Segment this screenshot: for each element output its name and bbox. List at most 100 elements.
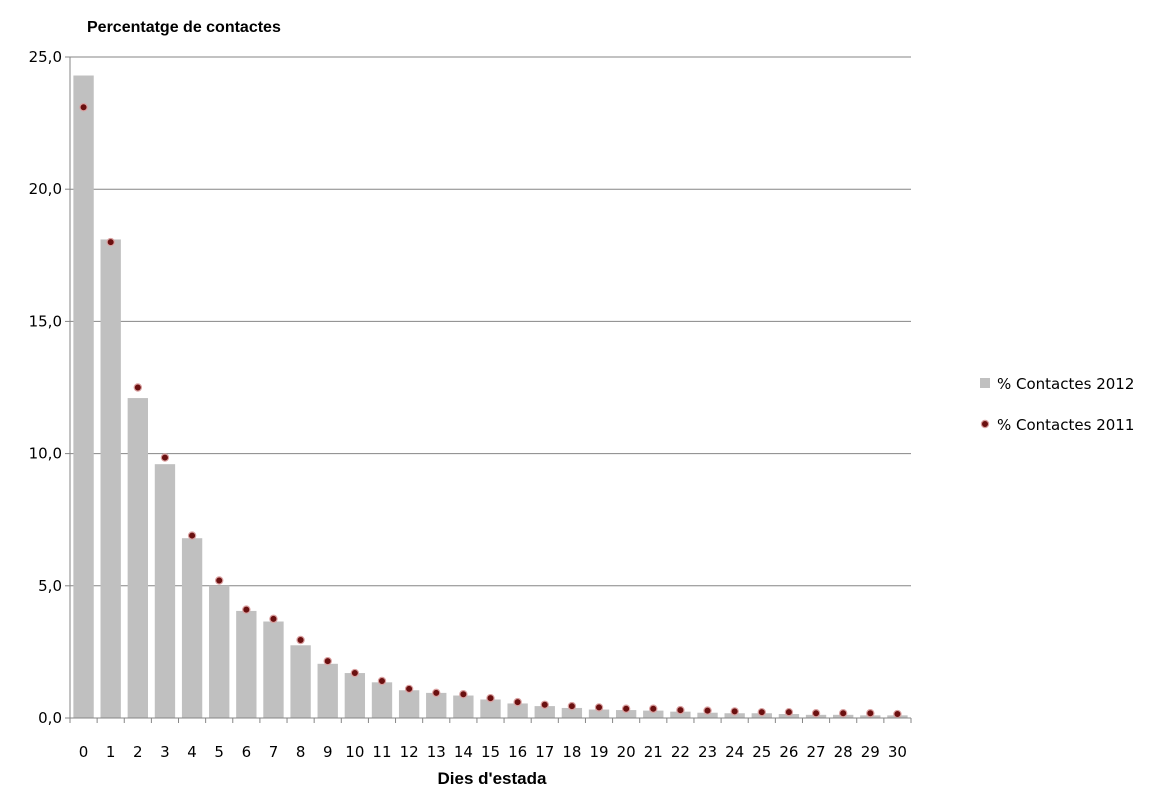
- bars-2012: [73, 75, 908, 719]
- marker-point: [513, 697, 522, 707]
- marker-point: [133, 383, 143, 392]
- x-tick-label: 13: [427, 743, 446, 761]
- bar: [670, 711, 691, 718]
- y-tick-label: 5,0: [38, 577, 62, 595]
- x-tick-label: 30: [888, 743, 907, 761]
- marker-point: [594, 703, 604, 712]
- marker-point: [893, 709, 902, 719]
- x-tick-label: 21: [644, 743, 663, 761]
- marker-point: [621, 704, 631, 713]
- marker-point: [784, 707, 794, 717]
- marker-point: [269, 614, 278, 624]
- bar: [371, 682, 393, 718]
- marker-point: [811, 709, 821, 718]
- x-axis-label: Dies d'estada: [438, 769, 547, 788]
- x-tick-label: 26: [779, 743, 798, 761]
- axes: [65, 56, 912, 723]
- x-tick-label: 11: [372, 743, 391, 761]
- x-tick-label: 19: [589, 743, 608, 761]
- bar: [398, 690, 420, 718]
- marker-point: [730, 707, 739, 716]
- legend-label-2012: % Contactes 2012: [997, 375, 1134, 393]
- x-tick-label: 22: [671, 743, 690, 761]
- bar: [209, 585, 230, 718]
- markers-2011: [79, 103, 902, 719]
- x-tick-label: 23: [698, 743, 717, 761]
- bar: [73, 75, 94, 719]
- x-tick-label: 14: [454, 743, 473, 761]
- marker-point: [649, 704, 658, 713]
- bar: [724, 713, 745, 718]
- marker-point: [377, 676, 387, 686]
- marker-point: [567, 701, 577, 711]
- x-tick-label: 1: [106, 743, 116, 761]
- y-tick-labels: 0,0 5,0 10,0 15,0 20,0 25,0: [29, 48, 62, 727]
- bar: [236, 610, 257, 718]
- marker-point: [160, 453, 170, 462]
- x-tick-label: 28: [834, 743, 853, 761]
- y-tick-label: 20,0: [29, 180, 62, 198]
- bar: [534, 706, 555, 718]
- marker-point: [459, 690, 468, 699]
- marker-point: [79, 103, 88, 112]
- marker-point: [404, 684, 414, 694]
- marker-point: [296, 635, 305, 645]
- bar: [263, 621, 284, 718]
- x-tick-label: 0: [79, 743, 89, 761]
- bar: [154, 464, 176, 718]
- marker-point: [215, 576, 224, 585]
- x-tick-labels: 0 1 2 3 4 5 6 7 8 9 10 11 12 13 14 15 16 17 18 19 20 21 22 23 24…: [79, 743, 907, 761]
- x-tick-label: 4: [187, 743, 197, 761]
- x-tick-label: 20: [617, 743, 636, 761]
- x-tick-label: 6: [242, 743, 252, 761]
- bar: [480, 699, 501, 718]
- legend-swatch-2012: [980, 378, 990, 388]
- marker-point: [676, 705, 685, 715]
- x-tick-label: 8: [296, 743, 306, 761]
- bar: [290, 645, 311, 718]
- marker-point: [703, 706, 712, 715]
- bar: [507, 703, 528, 718]
- bar: [697, 712, 718, 718]
- marker-point: [866, 709, 875, 718]
- y-tick-label: 25,0: [29, 48, 62, 66]
- marker-point: [432, 688, 441, 698]
- marker-point: [350, 668, 360, 678]
- x-tick-label: 15: [481, 743, 500, 761]
- marker-point: [323, 656, 332, 666]
- x-tick-label: 9: [323, 743, 333, 761]
- marker-point: [838, 709, 848, 718]
- bar: [643, 710, 664, 718]
- chart-title: Percentatge de contactes: [87, 19, 281, 36]
- bar: [615, 710, 637, 718]
- marker-point: [187, 531, 197, 540]
- gridlines: [70, 56, 911, 587]
- marker-point: [486, 693, 495, 703]
- marker-point: [757, 707, 766, 717]
- marker-point: [242, 605, 251, 614]
- x-tick-label: 24: [725, 743, 744, 761]
- bar: [588, 709, 610, 718]
- x-tick-label: 2: [133, 743, 143, 761]
- bar: [344, 673, 366, 718]
- x-tick-label: 25: [752, 743, 771, 761]
- x-tick-label: 12: [400, 743, 419, 761]
- legend-marker-2011: [980, 419, 990, 429]
- x-tick-label: 10: [345, 743, 364, 761]
- x-tick-label: 17: [535, 743, 554, 761]
- x-tick-label: 7: [269, 743, 279, 761]
- x-tick-label: 3: [160, 743, 170, 761]
- bar: [181, 538, 203, 718]
- y-tick-label: 15,0: [29, 312, 62, 330]
- x-tick-label: 29: [861, 743, 880, 761]
- x-tick-label: 16: [508, 743, 527, 761]
- legend: % Contactes 2012 % Contactes 2011: [980, 375, 1134, 434]
- marker-point: [540, 700, 549, 709]
- bar: [317, 663, 338, 718]
- x-tick-label: 27: [807, 743, 826, 761]
- legend-label-2011: % Contactes 2011: [997, 416, 1134, 434]
- bar: [127, 398, 148, 718]
- bar: [561, 707, 583, 718]
- marker-point: [106, 237, 115, 247]
